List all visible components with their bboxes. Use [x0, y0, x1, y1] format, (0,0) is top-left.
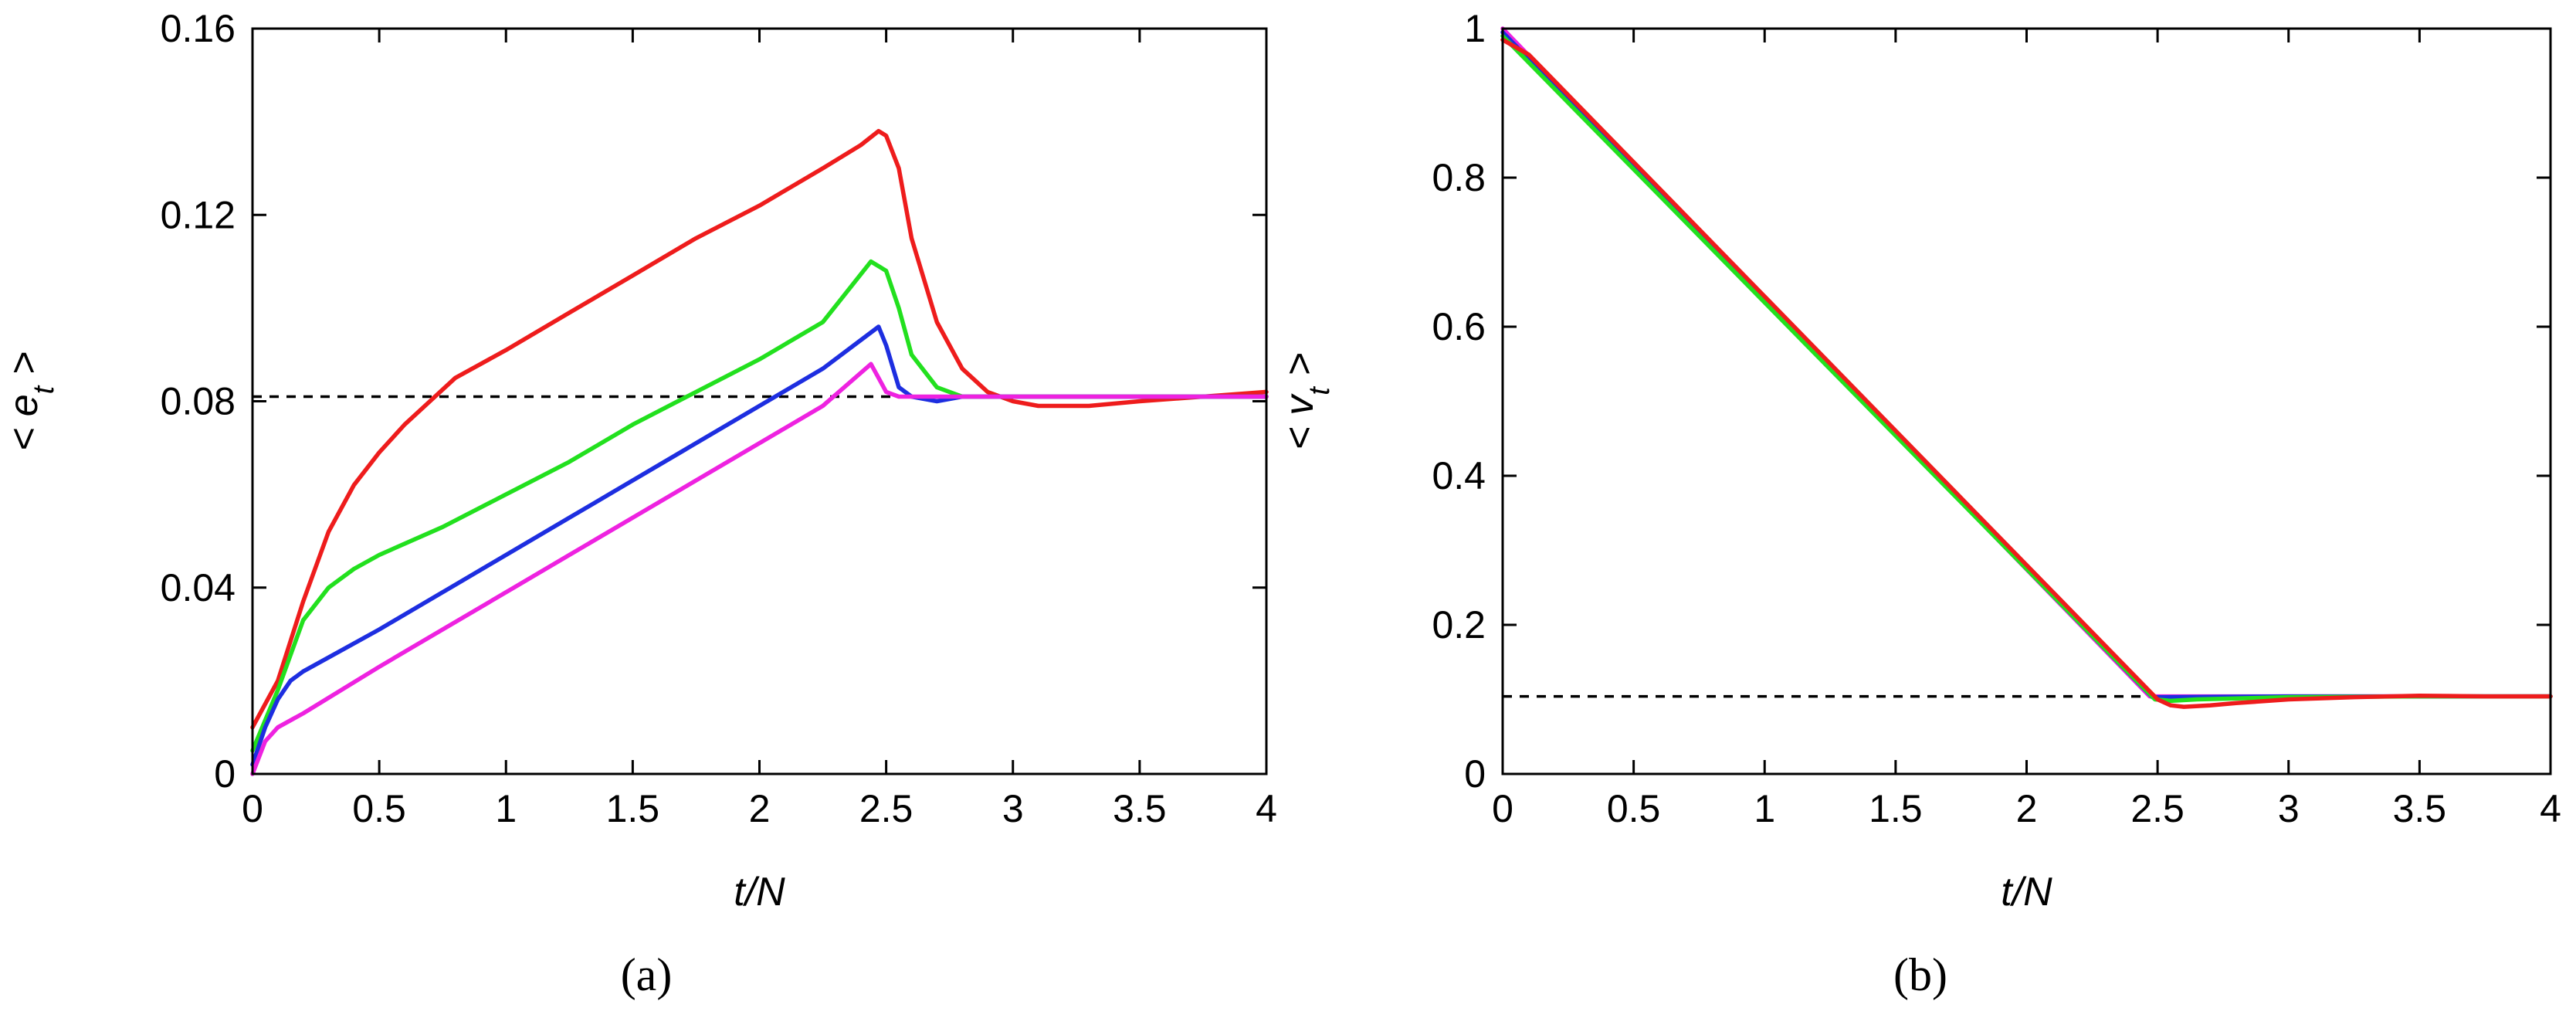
panel-a-y-tick-label: 0.16 [161, 7, 236, 50]
panel-b-y-axis-label: < vt > [1277, 352, 1336, 450]
panel-a-y-ticks: 0 0.04 0.08 0.12 0.16 [161, 7, 1266, 796]
panel-a-x-tick-label: 4 [1256, 787, 1277, 830]
panel-a-x-tick-label: 0.5 [352, 787, 406, 830]
panel-a-x-tick-label: 2.5 [859, 787, 913, 830]
panel-b-x-tick-label: 0.5 [1607, 787, 1661, 830]
panel-b-series [1500, 26, 2553, 709]
panel-a-x-axis-label: t/N [734, 870, 785, 915]
panel-a-y-axis-label-sub: t [28, 385, 60, 394]
panel-b-series-blue [1500, 30, 2553, 700]
panel-b-x-tick-label: 0 [1492, 787, 1513, 830]
panel-a-y-axis-label-base: < e [2, 394, 46, 451]
panel-a-x-tick-label: 2 [749, 787, 771, 830]
panel-a-x-ticks: 0 0.5 1 1.5 2 2.5 3 3.5 4 [242, 29, 1277, 830]
panel-a-y-tick-label: 0 [214, 752, 236, 796]
panel-a-y-tick-label: 0.08 [161, 380, 236, 423]
panel-b-y-axis-label-end: > [1277, 352, 1322, 387]
panel-b-plot-frame [1501, 27, 2552, 775]
panel-a-series-red [250, 128, 1269, 730]
panel-b-x-axis-label: t/N [2001, 870, 2052, 915]
panel-a-series-blue [250, 324, 1269, 767]
panel-b-x-tick-label: 3.5 [2393, 787, 2447, 830]
panel-b-y-tick-label: 0.4 [1432, 454, 1486, 497]
panel-a-series [250, 128, 1269, 776]
panel-b-x-tick-label: 2.5 [2130, 787, 2185, 830]
panel-b-y-tick-label: 0.8 [1432, 156, 1486, 199]
panel-a-y-tick-label: 0.12 [161, 193, 236, 236]
panel-b-x-tick-label: 4 [2540, 787, 2561, 830]
panel-b-y-tick-label: 0.2 [1432, 603, 1486, 646]
panel-b-series-red [1500, 37, 2553, 709]
panel-a-y-tick-label: 0.04 [161, 566, 236, 609]
panel-b-y-tick-label: 0 [1464, 752, 1486, 796]
panel-b-y-ticks: 0 0.2 0.4 0.6 0.8 1 [1432, 7, 2551, 796]
panel-b-x-tick-label: 3 [2278, 787, 2300, 830]
panel-a-x-tick-label: 0 [242, 787, 263, 830]
panel-b-y-tick-label: 1 [1464, 7, 1486, 50]
panel-a-x-tick-label: 1.5 [606, 787, 660, 830]
panel-b: 0 0.5 1 1.5 2 2.5 3 3.5 4 0 0.2 0.4 0.6 0.8 1 t/N < v… [1277, 7, 2561, 1000]
panel-b-y-axis-label-base: < v [1277, 393, 1322, 450]
panel-b-x-ticks: 0 0.5 1 1.5 2 2.5 3 3.5 4 [1492, 29, 2561, 830]
panel-b-series-magenta [1500, 26, 2553, 699]
panel-a-y-axis-label-end: > [2, 351, 46, 386]
panel-b-y-axis-label-sub: t [1303, 386, 1336, 395]
panel-b-x-tick-label: 1.5 [1869, 787, 1923, 830]
panel-b-label: (b) [1893, 949, 1947, 1000]
panel-a-series-magenta [250, 361, 1269, 776]
panel-b-y-tick-label: 0.6 [1432, 305, 1486, 348]
panel-a-x-tick-label: 3 [1002, 787, 1024, 830]
panel-a-label: (a) [621, 949, 673, 1000]
panel-a-plot-frame [251, 27, 1268, 775]
panel-a-x-tick-label: 1 [495, 787, 517, 830]
panel-b-series-green [1500, 33, 2553, 704]
panel-b-x-tick-label: 1 [1754, 787, 1775, 830]
panel-a-x-tick-label: 3.5 [1113, 787, 1167, 830]
panel-a: 0 0.5 1 1.5 2 2.5 3 3.5 4 00.040.080.120.16 t/N … [2, 7, 1277, 1000]
panel-b-x-tick-label: 2 [2016, 787, 2038, 830]
panel-a-series-green [250, 259, 1269, 753]
panel-a-y-axis-label: < et > [2, 351, 60, 451]
